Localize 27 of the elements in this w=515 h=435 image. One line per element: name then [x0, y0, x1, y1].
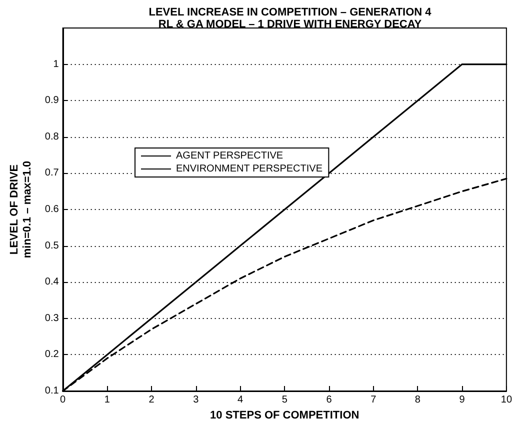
- x-tick-label: 9: [459, 394, 466, 406]
- y-tick-label: 0.8: [44, 131, 60, 142]
- legend-label: ENVIRONMENT PERSPECTIVE: [176, 164, 323, 174]
- x-tick-label: 0: [60, 394, 66, 406]
- x-tick-label: 10: [500, 394, 512, 406]
- y-tick-label: 0.2: [44, 349, 60, 360]
- legend-label: AGENT PERSPECTIVE: [176, 150, 284, 162]
- y-tick-label: 0.5: [44, 240, 60, 252]
- y-tick-label: 0.7: [44, 168, 60, 179]
- x-tick-label: 6: [326, 394, 332, 406]
- y-tick-label: 0.6: [44, 204, 60, 215]
- y-axis-title: LEVEL OF DRIVE min=0.1 – max=1.0: [8, 160, 34, 258]
- x-tick-label: 5: [282, 394, 288, 406]
- x-tick-label: 7: [370, 394, 377, 406]
- chart-subtitle: RL & GA MODEL – 1 DRIVE WITH ENERGY DECAY: [158, 18, 422, 30]
- x-tick-label: 3: [193, 394, 200, 406]
- y-tick-label: 0.3: [44, 312, 60, 324]
- x-tick-label: 1: [104, 394, 110, 406]
- y-tick-label: 1: [53, 58, 60, 70]
- x-axis-title: 10 STEPS OF COMPETITION: [210, 409, 360, 422]
- x-tick-label: 8: [414, 394, 421, 406]
- y-tick-label: 0.9: [44, 95, 60, 106]
- x-tick-label: 4: [237, 394, 244, 406]
- y-tick-label: 0.1: [44, 386, 60, 396]
- y-tick-label: 0.4: [44, 276, 60, 288]
- chart-title: LEVEL INCREASE IN COMPETITION – GENERATION 4: [148, 6, 432, 18]
- x-tick-label: 2: [148, 394, 155, 406]
